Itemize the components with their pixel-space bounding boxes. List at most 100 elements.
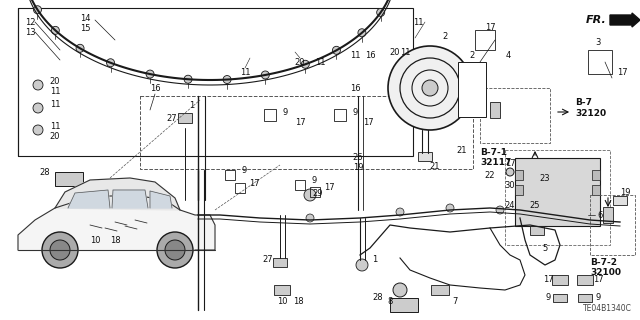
Circle shape [377,8,385,16]
Circle shape [306,214,314,222]
Bar [273,258,287,267]
Text: 17: 17 [294,117,305,126]
Text: 11: 11 [50,100,60,108]
Text: 16: 16 [349,84,360,92]
Bar [553,294,567,302]
Text: 6: 6 [597,211,603,220]
Circle shape [506,168,514,176]
Bar [592,170,600,180]
Bar [334,109,346,121]
Text: 13: 13 [25,28,35,36]
Circle shape [586,216,594,224]
Text: 3: 3 [595,37,601,46]
Text: 11: 11 [50,86,60,95]
Text: 17: 17 [324,182,334,191]
Text: B-7-2
32100: B-7-2 32100 [590,258,621,277]
Text: 19: 19 [353,163,364,172]
Bar [178,113,192,123]
Text: 15: 15 [80,23,90,33]
Bar [480,88,550,143]
Bar [592,185,600,195]
Circle shape [33,80,43,90]
Bar [515,170,523,180]
Text: 26: 26 [353,153,364,162]
Circle shape [146,70,154,78]
Text: 5: 5 [542,244,548,252]
Circle shape [76,44,84,52]
Circle shape [388,46,472,130]
Text: 21: 21 [457,146,467,155]
Bar [264,109,276,121]
Text: 9: 9 [353,108,358,116]
Text: 11: 11 [413,18,423,27]
Text: 28: 28 [372,293,383,302]
Text: 16: 16 [150,84,160,92]
Circle shape [496,206,504,214]
Text: 2: 2 [469,51,475,60]
Text: 25: 25 [530,201,540,210]
Bar [515,185,523,195]
Text: 11: 11 [50,122,60,131]
Text: 11: 11 [400,47,410,57]
Text: 17: 17 [249,179,259,188]
Text: 22: 22 [484,171,495,180]
Circle shape [157,232,193,268]
Polygon shape [112,190,148,208]
Bar [475,30,495,50]
Circle shape [422,80,438,96]
Text: 17: 17 [593,276,604,284]
Circle shape [396,208,404,216]
Circle shape [50,240,70,260]
Circle shape [42,232,78,268]
Text: 10: 10 [276,298,287,307]
Circle shape [304,189,316,201]
Text: 9: 9 [595,293,600,302]
Circle shape [358,29,366,37]
Polygon shape [150,191,172,208]
Text: FR.: FR. [586,15,607,25]
Bar [458,62,486,117]
FancyArrow shape [610,13,640,27]
Text: 9: 9 [545,293,550,302]
Circle shape [184,75,192,83]
Text: 18: 18 [292,298,303,307]
Circle shape [393,283,407,297]
Bar [578,294,592,302]
Bar [613,196,627,204]
Text: 9: 9 [312,175,317,185]
Text: 29: 29 [313,188,323,197]
Text: 7: 7 [452,298,458,307]
Bar [18,8,413,156]
Circle shape [301,60,309,68]
Text: 9: 9 [241,165,246,174]
Bar [295,180,305,190]
Text: 8: 8 [387,298,393,307]
Text: 1: 1 [189,100,195,109]
Bar [590,195,635,255]
Text: 10: 10 [90,236,100,244]
Circle shape [33,125,43,135]
Text: 17: 17 [543,276,554,284]
Bar [530,226,544,235]
Circle shape [165,240,185,260]
Text: 17: 17 [617,68,627,76]
Bar [225,170,235,180]
Polygon shape [18,196,215,250]
Bar [140,96,473,169]
Bar [431,285,449,295]
Circle shape [106,59,115,67]
Bar [55,172,83,186]
Text: 4: 4 [506,51,511,60]
Text: 19: 19 [620,188,630,196]
Circle shape [33,6,42,14]
Text: 30: 30 [505,180,515,189]
Bar [390,298,418,312]
Text: 20: 20 [50,132,60,140]
Bar [490,102,500,118]
Text: 27: 27 [262,255,273,265]
Text: 17: 17 [484,22,495,31]
Text: 11: 11 [240,68,250,76]
Text: 14: 14 [80,13,90,22]
Text: 16: 16 [365,51,375,60]
Bar [588,50,612,74]
